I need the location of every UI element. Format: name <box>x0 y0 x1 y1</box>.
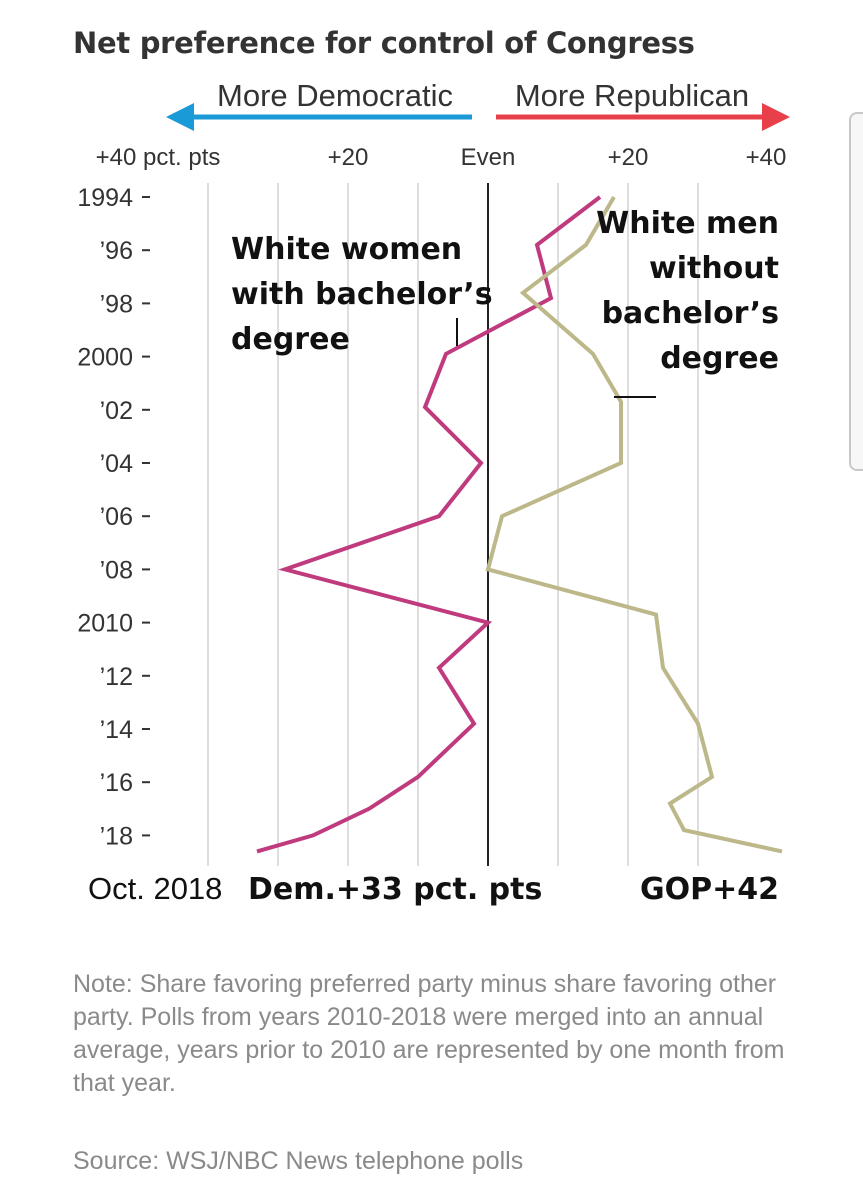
series-lines <box>256 195 783 854</box>
series-line-white-men <box>485 195 783 854</box>
series-label-white-women: White women <box>231 232 462 267</box>
x-axis: +40 pct. pts +20 Even +20 +40 <box>96 144 787 171</box>
series-label-white-women: with bachelor’s <box>231 277 493 312</box>
y-tick-label: ’02 <box>100 397 133 425</box>
y-tick-label: ’12 <box>100 663 133 691</box>
series-label-white-men: degree <box>660 341 779 376</box>
y-tick-label: ’96 <box>100 237 133 265</box>
y-tick-label: 1994 <box>77 184 133 212</box>
series-label-white-women: degree <box>231 322 350 357</box>
republican-direction-label: More Republican <box>515 78 749 113</box>
chart-area: More Democratic More Republican +40 pct.… <box>77 78 790 907</box>
democratic-arrowhead-icon <box>166 103 194 131</box>
x-tick-label: +40 <box>746 144 787 171</box>
y-tick-label: ’06 <box>100 503 133 531</box>
x-tick-label: +40 pct. pts <box>96 144 221 171</box>
chart-source: Source: WSJ/NBC News telephone polls <box>73 1147 524 1175</box>
y-tick-label: 2000 <box>77 344 133 372</box>
endpoint-gop-label: GOP+42 <box>640 872 779 907</box>
y-axis: 1994 ’96 ’98 2000 ’02 ’04 ’06 ’08 2010 ’12 ’14 ’16 ’… <box>77 184 150 850</box>
x-tick-label: +20 <box>328 144 369 171</box>
chart-note: Note: Share favoring preferred party min… <box>73 970 785 1097</box>
series-labels: White women with bachelor’s degree White me… <box>231 206 779 398</box>
y-tick-label: ’16 <box>100 769 133 797</box>
democratic-direction-label: More Democratic <box>217 78 453 113</box>
y-tick-label: ’14 <box>100 716 133 744</box>
y-tick-label: 2010 <box>77 610 133 638</box>
series-line-white-women <box>256 195 602 854</box>
republican-arrowhead-icon <box>762 103 790 131</box>
x-tick-label: Even <box>461 144 516 171</box>
series-label-white-men: without <box>649 251 779 286</box>
y-tick-label: ’98 <box>100 290 133 318</box>
side-panel-edge <box>849 112 863 471</box>
endpoint-labels: Oct. 2018 Dem.+33 pct. pts GOP+42 <box>88 871 779 907</box>
chart-title: Net preference for control of Congress <box>73 26 695 60</box>
endpoint-dem-label: Dem.+33 pct. pts <box>248 872 542 907</box>
y-tick-label: ’08 <box>100 556 133 584</box>
endpoint-date-label: Oct. 2018 <box>88 871 222 906</box>
series-label-white-men: bachelor’s <box>602 296 779 331</box>
series-label-white-men: White men <box>596 206 779 241</box>
direction-legend: More Democratic More Republican <box>166 78 790 131</box>
x-tick-label: +20 <box>608 144 649 171</box>
y-tick-label: ’18 <box>100 822 133 850</box>
y-tick-label: ’04 <box>100 450 133 478</box>
